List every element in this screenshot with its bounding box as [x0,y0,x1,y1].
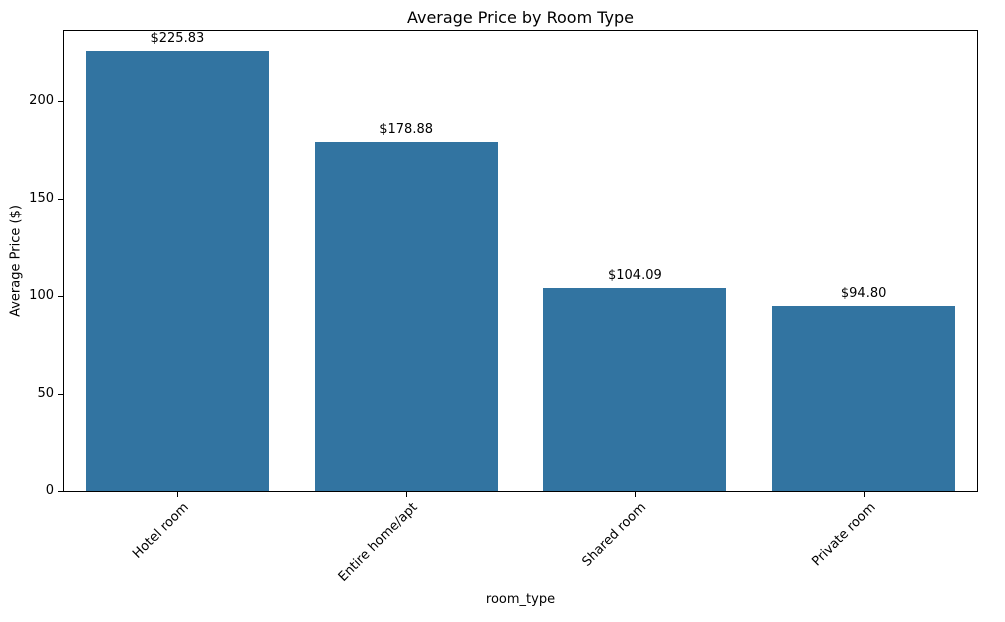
y-tick-label: 150 [29,191,54,206]
y-tick-label: 50 [37,386,54,401]
bar [314,142,498,491]
y-tick-mark [58,199,63,200]
x-tick-label: Entire home/apt [335,500,421,585]
x-tick-mark [177,492,178,497]
bar-value-label: $94.80 [840,286,887,301]
x-tick-label: Private room [808,500,879,570]
y-tick-mark [58,296,63,297]
y-tick-mark [58,394,63,395]
x-tick-label: Hotel room [130,500,192,562]
y-tick-label: 0 [45,483,54,498]
bar-value-label: $178.88 [379,122,433,137]
bar [772,306,956,491]
x-tick-mark [864,492,865,497]
chart-title: Average Price by Room Type [406,8,634,27]
bar-value-label: $104.09 [607,268,662,283]
bar [85,51,269,491]
x-tick-mark [406,492,407,497]
x-axis-label: room_type [485,592,556,607]
x-tick-mark [635,492,636,497]
y-tick-label: 200 [29,93,54,108]
bar-value-label: $225.83 [150,31,205,46]
bar [543,288,727,491]
y-tick-label: 100 [29,288,54,303]
y-tick-mark [58,491,63,492]
x-tick-label: Shared room [579,500,650,570]
y-tick-mark [58,101,63,102]
